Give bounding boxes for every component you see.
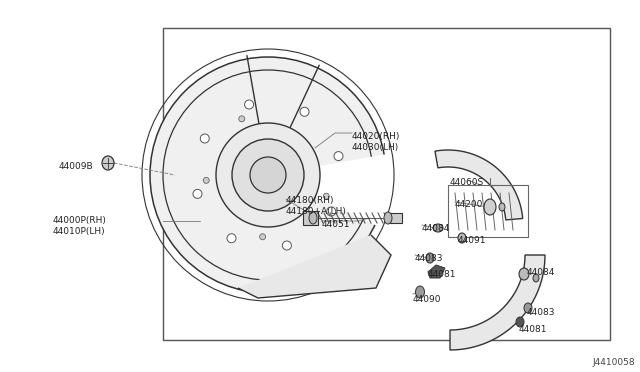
Ellipse shape — [227, 234, 236, 243]
Ellipse shape — [239, 116, 244, 122]
Bar — [448, 185, 528, 237]
Text: 44081: 44081 — [519, 325, 547, 334]
Ellipse shape — [216, 123, 320, 227]
Text: 44083: 44083 — [527, 308, 556, 317]
Text: 44090: 44090 — [413, 295, 442, 304]
Ellipse shape — [323, 193, 329, 199]
Ellipse shape — [309, 212, 317, 224]
Ellipse shape — [102, 156, 114, 170]
Ellipse shape — [533, 274, 539, 282]
Ellipse shape — [458, 233, 466, 243]
Ellipse shape — [524, 303, 532, 313]
Ellipse shape — [484, 199, 496, 215]
Text: 44030(LH): 44030(LH) — [352, 143, 399, 152]
Text: 44083: 44083 — [415, 254, 444, 263]
Bar — [163, 28, 610, 340]
Text: 44200: 44200 — [455, 200, 483, 209]
Bar — [303, 211, 318, 225]
Text: 44060S: 44060S — [450, 178, 484, 187]
Ellipse shape — [300, 107, 309, 116]
Text: 44051: 44051 — [322, 220, 351, 229]
Ellipse shape — [433, 224, 443, 232]
Ellipse shape — [193, 189, 202, 198]
Text: J4410058: J4410058 — [593, 358, 635, 367]
Text: 44020(RH): 44020(RH) — [352, 132, 401, 141]
Text: 44010P(LH): 44010P(LH) — [53, 227, 106, 236]
Ellipse shape — [204, 177, 209, 183]
Ellipse shape — [150, 57, 386, 293]
Polygon shape — [450, 255, 545, 350]
Text: 44180(RH): 44180(RH) — [286, 196, 335, 205]
Ellipse shape — [282, 241, 291, 250]
Text: 44084: 44084 — [422, 224, 451, 233]
Ellipse shape — [326, 207, 336, 216]
Ellipse shape — [519, 268, 529, 280]
Ellipse shape — [244, 100, 253, 109]
Wedge shape — [268, 154, 389, 226]
Ellipse shape — [384, 212, 392, 224]
Polygon shape — [238, 235, 391, 298]
Ellipse shape — [250, 157, 286, 193]
Text: 44000P(RH): 44000P(RH) — [53, 216, 107, 225]
Ellipse shape — [426, 253, 434, 263]
Polygon shape — [435, 150, 523, 220]
Ellipse shape — [260, 234, 266, 240]
Polygon shape — [428, 265, 445, 278]
Text: 44084: 44084 — [527, 268, 556, 277]
Text: 44091: 44091 — [458, 236, 486, 245]
Text: 44081: 44081 — [428, 270, 456, 279]
Ellipse shape — [334, 152, 343, 161]
Bar — [390, 213, 402, 223]
Ellipse shape — [415, 286, 424, 298]
Ellipse shape — [232, 139, 304, 211]
Text: 44009B: 44009B — [59, 162, 93, 171]
Ellipse shape — [516, 317, 524, 327]
Ellipse shape — [200, 134, 209, 143]
Text: 44180+A(LH): 44180+A(LH) — [286, 207, 347, 216]
Ellipse shape — [499, 203, 505, 211]
